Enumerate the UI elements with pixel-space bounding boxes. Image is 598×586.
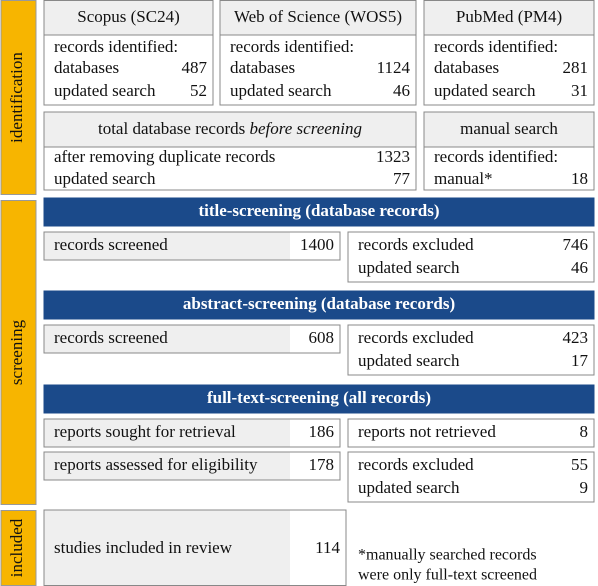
- manual-header: [423, 111, 595, 148]
- total-title: total database records before screening: [98, 119, 362, 138]
- left-label: reports sought for retrieval: [54, 422, 236, 441]
- row-label: updated search: [54, 169, 156, 188]
- right-label: updated search: [358, 351, 460, 370]
- right-label: updated search: [358, 478, 460, 497]
- stage-label: screening: [7, 319, 26, 385]
- stage-label: included: [7, 518, 26, 577]
- total-title-emphasis: before screening: [250, 119, 363, 138]
- row-value: 281: [563, 58, 589, 77]
- stage-bar: [0, 0, 37, 195]
- left-value: 186: [309, 422, 335, 441]
- right-box: [347, 231, 595, 283]
- left-label: records screened: [54, 328, 168, 347]
- row-label: databases: [230, 58, 295, 77]
- row-label: updated search: [230, 81, 332, 100]
- phase-bar: [43, 384, 595, 414]
- source-header: [423, 0, 595, 36]
- phase-bar: [43, 290, 595, 320]
- right-value: 46: [571, 258, 588, 277]
- source-header: [219, 0, 417, 36]
- row-value: 487: [182, 58, 208, 77]
- row-label: after removing duplicate records: [54, 147, 275, 166]
- left-box-border: [43, 418, 341, 448]
- row-value: 77: [393, 169, 411, 188]
- left-label-area: [44, 232, 290, 260]
- source-label: records identified:: [54, 37, 178, 56]
- right-label: records excluded: [358, 328, 474, 347]
- source-title: Web of Science (WOS5): [234, 7, 402, 26]
- source-title: PubMed (PM4): [456, 7, 562, 26]
- phase-title: full-text-screening (all records): [207, 388, 431, 407]
- left-label-area: [44, 325, 290, 353]
- source-title: Scopus (SC24): [77, 7, 179, 26]
- included-label: studies included in review: [54, 538, 233, 557]
- left-box-border: [43, 231, 341, 261]
- row-value: 18: [571, 169, 588, 188]
- right-value: 9: [580, 478, 589, 497]
- row-value: 1323: [376, 147, 410, 166]
- row-label: manual*: [434, 169, 493, 188]
- stage-label: identification: [7, 52, 26, 143]
- included-value: 114: [315, 538, 340, 557]
- right-box: [347, 324, 595, 376]
- footnote: *manually searched records: [358, 547, 537, 564]
- stage-bar: [0, 510, 37, 586]
- right-label: records excluded: [358, 455, 474, 474]
- left-label-area: [44, 452, 290, 480]
- right-value: 423: [563, 328, 589, 347]
- source-header: [43, 0, 214, 36]
- right-label: reports not retrieved: [358, 422, 496, 441]
- row-label: databases: [434, 58, 499, 77]
- row-value: 52: [190, 81, 207, 100]
- row-value: 46: [393, 81, 410, 100]
- phase-title: abstract-screening (database records): [183, 294, 455, 313]
- phase-title: title-screening (database records): [198, 201, 439, 220]
- left-label: records screened: [54, 235, 168, 254]
- source-label: records identified:: [230, 37, 354, 56]
- manual-title: manual search: [460, 119, 558, 138]
- row-value: 1124: [377, 58, 411, 77]
- total-title-text: total database records: [98, 119, 250, 138]
- right-value: 17: [571, 351, 589, 370]
- row-label: updated search: [54, 81, 156, 100]
- row-label: databases: [54, 58, 119, 77]
- left-value: 608: [309, 328, 335, 347]
- phase-bar: [43, 197, 595, 227]
- left-value: 1400: [300, 235, 334, 254]
- left-value: 178: [309, 455, 335, 474]
- right-label: records excluded: [358, 235, 474, 254]
- right-value: 55: [571, 455, 588, 474]
- footnote: were only full-text screened: [358, 567, 537, 584]
- left-label-area: [44, 419, 290, 447]
- right-value: 8: [580, 422, 589, 441]
- left-box-border: [43, 324, 341, 354]
- right-label: updated search: [358, 258, 460, 277]
- source-label: records identified:: [434, 37, 558, 56]
- left-box-border: [43, 451, 341, 481]
- right-box: [347, 418, 595, 448]
- right-box: [347, 451, 595, 503]
- row-value: 31: [571, 81, 588, 100]
- stage-bar: [0, 200, 37, 505]
- right-value: 746: [563, 235, 589, 254]
- manual-label: records identified:: [434, 147, 558, 166]
- row-label: updated search: [434, 81, 536, 100]
- total-header: [43, 111, 417, 148]
- included-label-area: [44, 510, 290, 586]
- left-label: reports assessed for eligibility: [54, 455, 258, 474]
